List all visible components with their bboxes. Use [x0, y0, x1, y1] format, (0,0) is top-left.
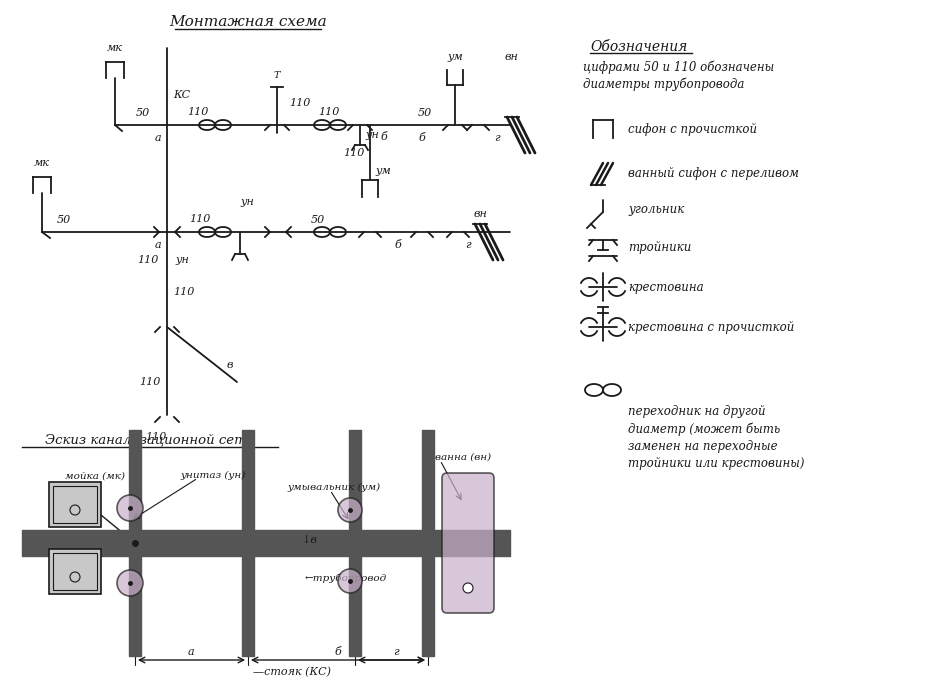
Text: унитаз (ун): унитаз (ун) [180, 470, 245, 480]
Text: г: г [393, 647, 399, 657]
Text: б: б [418, 133, 425, 143]
Text: б: б [335, 647, 341, 657]
Text: а: а [154, 133, 160, 143]
Text: г: г [494, 133, 500, 143]
Text: в: в [227, 360, 234, 370]
Text: угольник: угольник [628, 204, 683, 216]
Bar [53, 553, 97, 590]
Text: Эскиз канализационной сети: Эскиз канализационной сети [44, 433, 255, 446]
Text: мойка (мк): мойка (мк) [65, 472, 125, 480]
Text: цифрами 50 и 110 обозначены
диаметры трубопровода: цифрами 50 и 110 обозначены диаметры тру… [582, 60, 773, 91]
Text: вн: вн [504, 52, 518, 62]
Text: 110: 110 [189, 214, 210, 224]
Text: 110: 110 [137, 255, 159, 265]
Circle shape [463, 583, 473, 593]
Text: мк: мк [107, 43, 122, 53]
Text: ун: ун [364, 130, 378, 140]
Text: Т: Т [273, 70, 280, 80]
Circle shape [337, 498, 362, 522]
Text: ←трубопровод: ←трубопровод [305, 573, 387, 583]
FancyBboxPatch shape [441, 473, 493, 613]
Text: 110: 110 [145, 432, 166, 442]
Text: тройники: тройники [628, 242, 691, 255]
Text: а: а [187, 647, 194, 657]
Text: сифон с прочисткой: сифон с прочисткой [628, 124, 756, 137]
Circle shape [117, 495, 143, 521]
Text: ванный сифон с переливом: ванный сифон с переливом [628, 167, 798, 179]
Text: ум: ум [447, 52, 463, 62]
Text: а: а [154, 240, 160, 250]
Circle shape [337, 569, 362, 593]
Text: 50: 50 [135, 108, 150, 118]
Text: 110: 110 [343, 148, 364, 158]
Text: 50: 50 [57, 215, 71, 225]
Text: б: б [379, 132, 387, 142]
Text: б: б [394, 240, 401, 250]
Text: мк: мк [34, 158, 50, 168]
Text: 50: 50 [311, 215, 324, 225]
Text: 50: 50 [417, 108, 432, 118]
Text: крестовина с прочисткой: крестовина с прочисткой [628, 320, 794, 334]
Text: КС: КС [172, 90, 190, 100]
Text: 110: 110 [318, 107, 339, 117]
Circle shape [70, 572, 80, 582]
Text: —стояк (КС): —стояк (КС) [253, 667, 331, 677]
Text: переходник на другой
диаметр (может быть
заменен на переходные
тройники или крес: переходник на другой диаметр (может быть… [628, 405, 804, 470]
Bar [49, 482, 101, 527]
Text: 110: 110 [288, 98, 310, 108]
Circle shape [117, 570, 143, 596]
Text: 110: 110 [187, 107, 209, 117]
Text: вн: вн [474, 209, 488, 219]
Text: ун: ун [175, 255, 189, 265]
Text: Обозначения: Обозначения [590, 40, 687, 54]
Text: 110: 110 [172, 287, 194, 297]
Text: ванна (вн): ванна (вн) [435, 452, 490, 461]
Text: ун: ун [240, 197, 254, 207]
Text: ↓в: ↓в [301, 536, 318, 546]
Bar [49, 549, 101, 594]
Text: г: г [464, 240, 470, 250]
Circle shape [70, 505, 80, 515]
Bar [53, 486, 97, 523]
Text: крестовина: крестовина [628, 281, 703, 293]
Text: ум: ум [375, 166, 390, 176]
Text: умывальник (ум): умывальник (ум) [286, 482, 380, 491]
Text: 110: 110 [139, 377, 160, 387]
Text: Монтажная схема: Монтажная схема [169, 15, 326, 29]
